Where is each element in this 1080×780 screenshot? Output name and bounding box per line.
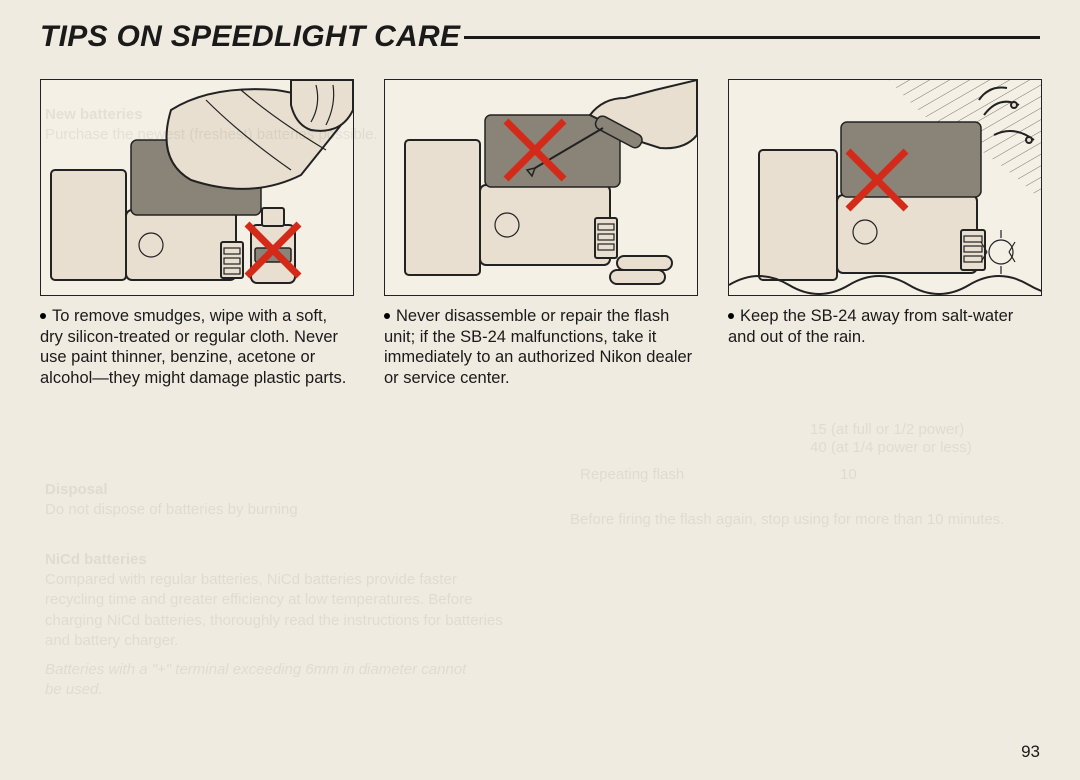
ghost-text: Compared with regular batteries, NiCd ba… [45, 570, 515, 651]
ghost-text: Before firing the flash again, stop usin… [570, 510, 1010, 530]
ghost-text: 15 (at full or 1/2 power) [810, 420, 964, 440]
illus-3-svg [729, 80, 1041, 295]
caption-2-text: Never disassemble or repair the flash un… [384, 307, 692, 387]
illus-3-rain-saltwater [728, 79, 1042, 296]
panel-3: Keep the SB-24 away from salt-water and … [728, 79, 1040, 389]
bullet-icon [384, 313, 390, 319]
bullet-icon [40, 313, 46, 319]
ghost-text: Do not dispose of batteries by burning [45, 500, 298, 520]
caption-3: Keep the SB-24 away from salt-water and … [728, 306, 1040, 347]
illus-1-wipe-cloth [40, 79, 354, 296]
ghost-text: 10 [840, 465, 857, 485]
ghost-text: Batteries with a "+" terminal exceeding … [45, 660, 475, 701]
page-title: TIPS ON SPEEDLIGHT CARE [40, 20, 464, 54]
page-number: 93 [1021, 742, 1040, 762]
ghost-text: 40 (at 1/4 power or less) [810, 438, 972, 458]
ghost-text: Repeating flash [580, 465, 684, 485]
illus-2-screwdriver [384, 79, 698, 296]
panel-1: To remove smudges, wipe with a soft, dry… [40, 79, 352, 389]
ghost-text: NiCd batteries [45, 550, 147, 570]
caption-3-text: Keep the SB-24 away from salt-water and … [728, 307, 1013, 346]
title-rule [464, 36, 1040, 39]
bullet-icon [728, 313, 734, 319]
panel-2: Never disassemble or repair the flash un… [384, 79, 696, 389]
panels-row: To remove smudges, wipe with a soft, dry… [40, 79, 1040, 389]
caption-1-text: To remove smudges, wipe with a soft, dry… [40, 307, 346, 387]
illus-1-svg [41, 80, 353, 295]
ghost-text: Disposal [45, 480, 108, 500]
caption-1: To remove smudges, wipe with a soft, dry… [40, 306, 352, 389]
illus-2-svg [385, 80, 697, 295]
title-row: TIPS ON SPEEDLIGHT CARE [40, 20, 1040, 54]
caption-2: Never disassemble or repair the flash un… [384, 306, 696, 389]
manual-page: TIPS ON SPEEDLIGHT CARE [40, 20, 1040, 760]
